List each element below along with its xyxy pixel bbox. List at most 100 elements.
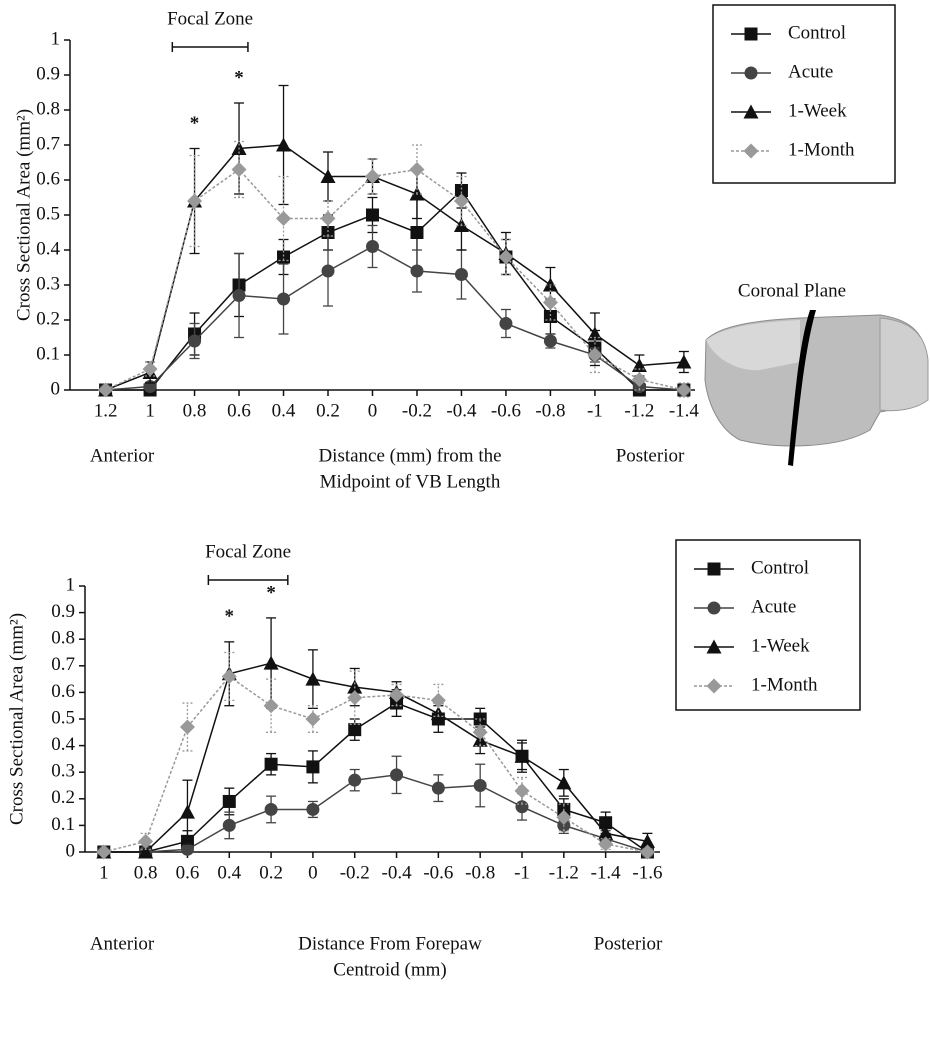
- y-tick-label: 0: [66, 840, 76, 861]
- x-tick-label: 0: [308, 862, 318, 883]
- data-point: [631, 372, 647, 387]
- focal-zone-bracket: [207, 575, 289, 585]
- data-point: [179, 719, 195, 735]
- anterior-label: Anterior: [90, 933, 155, 954]
- y-tick-label: 0.4: [36, 238, 60, 259]
- data-point: [453, 193, 469, 209]
- data-point: [188, 334, 202, 348]
- focal-zone-bracket: [171, 42, 249, 52]
- data-point: [365, 208, 379, 222]
- data-point: [409, 162, 425, 177]
- data-point: [222, 818, 236, 832]
- legend-marker: [707, 601, 721, 615]
- data-point: [347, 690, 363, 706]
- x-tick-label: -0.8: [465, 862, 495, 883]
- data-point: [410, 226, 424, 239]
- data-point: [263, 655, 279, 670]
- x-tick-label: 0.2: [316, 400, 340, 421]
- error-bar: [349, 670, 360, 725]
- series-line: [103, 662, 648, 853]
- data-point: [231, 162, 247, 177]
- data-point: [639, 833, 655, 848]
- x-tick-label: 0.4: [217, 862, 241, 883]
- error-bar: [266, 678, 277, 733]
- x-tick-label: -0.8: [535, 400, 565, 421]
- y-tick-label: 1: [51, 28, 61, 49]
- data-point: [96, 844, 112, 860]
- posterior-label: Posterior: [616, 445, 685, 466]
- x-tick-label: 0.8: [134, 862, 158, 883]
- x-tick-label: -0.6: [423, 862, 453, 883]
- y-tick-label: 0.2: [36, 308, 60, 329]
- data-point: [598, 825, 614, 840]
- legend-label: 1-Week: [788, 100, 847, 121]
- focal-zone-label: Focal Zone: [167, 8, 253, 29]
- anterior-label: Anterior: [90, 445, 155, 466]
- data-point: [276, 211, 292, 226]
- x-tick-label: -1: [587, 400, 603, 421]
- legend-marker: [743, 104, 759, 119]
- significance-marker: *: [234, 67, 244, 88]
- y-tick-label: 0.8: [36, 98, 60, 119]
- data-point: [305, 671, 321, 686]
- x-axis-label: Midpoint of VB Length: [320, 471, 501, 492]
- x-tick-label: -0.2: [402, 400, 432, 421]
- significance-marker: *: [190, 113, 200, 134]
- legend-label: 1-Week: [751, 635, 810, 656]
- y-axis-label: Cross Sectional Area (mm²): [13, 109, 34, 321]
- legend-label: Acute: [788, 61, 833, 82]
- error-bar: [224, 651, 235, 702]
- y-tick-label: 0.9: [51, 601, 75, 622]
- legend-label: 1-Month: [788, 139, 855, 160]
- legend-label: 1-Month: [751, 674, 818, 695]
- series-line: [103, 774, 648, 853]
- data-point: [676, 382, 692, 398]
- data-point: [389, 687, 405, 703]
- data-point: [142, 361, 158, 377]
- data-point: [587, 347, 603, 363]
- x-tick-label: 1: [145, 400, 155, 421]
- data-point: [221, 668, 237, 684]
- significance-marker: *: [266, 582, 276, 603]
- series-line: [103, 702, 648, 853]
- data-point: [454, 184, 468, 197]
- legend-marker: [744, 27, 758, 41]
- series-line: [105, 144, 684, 391]
- data-point: [499, 317, 513, 330]
- x-tick-label: -0.4: [446, 400, 477, 421]
- data-point: [321, 264, 335, 278]
- y-tick-label: 0.3: [36, 273, 60, 294]
- x-tick-label: 1: [99, 862, 109, 883]
- x-tick-label: 0.4: [272, 400, 296, 421]
- y-tick-label: 0.7: [51, 654, 75, 675]
- series-line: [103, 675, 648, 853]
- data-point: [498, 249, 514, 265]
- data-point: [676, 354, 692, 369]
- x-tick-label: -1.4: [591, 862, 622, 883]
- x-tick-label: -1.4: [669, 400, 700, 421]
- posterior-label: Posterior: [594, 933, 663, 954]
- series-line: [105, 168, 685, 391]
- x-tick-label: -1: [514, 862, 530, 883]
- y-tick-label: 0.9: [36, 63, 60, 84]
- data-point: [320, 211, 336, 226]
- data-point: [232, 289, 246, 302]
- x-axis-label: Distance From Forepaw: [298, 933, 482, 954]
- inset-label: Coronal Plane: [738, 280, 846, 301]
- x-tick-label: -0.2: [340, 862, 370, 883]
- y-tick-label: 0.2: [51, 787, 75, 808]
- data-point: [276, 137, 292, 152]
- x-tick-label: -1.6: [632, 862, 662, 883]
- data-point: [277, 292, 291, 306]
- legend-label: Control: [751, 557, 809, 578]
- y-tick-label: 0.6: [36, 168, 60, 189]
- data-point: [187, 193, 203, 209]
- data-point: [305, 711, 321, 727]
- data-point: [98, 382, 114, 398]
- y-tick-label: 0.1: [36, 343, 60, 364]
- data-point: [639, 844, 655, 860]
- data-point: [263, 698, 279, 714]
- brain-end: [879, 317, 929, 412]
- data-point: [390, 768, 404, 782]
